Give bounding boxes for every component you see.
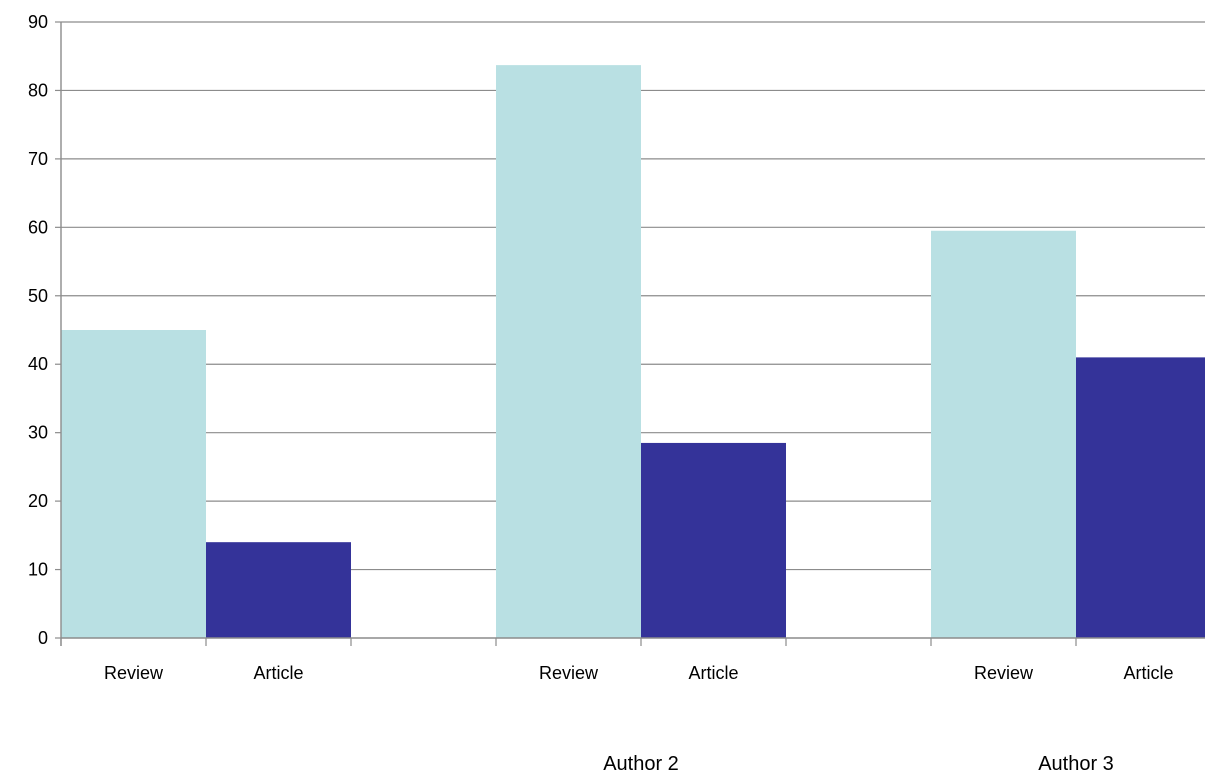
x-tick-label: Review xyxy=(539,663,599,683)
bar-article-2 xyxy=(641,442,786,638)
axes xyxy=(55,21,1205,646)
y-tick-label: 80 xyxy=(28,80,48,100)
bar-article-3 xyxy=(1076,357,1205,638)
y-tick-label: 40 xyxy=(28,354,48,374)
labels: 0 10 20 30 40 50 60 70 80 90 Review Article Review Ar… xyxy=(28,12,1174,775)
x-tick-label: Article xyxy=(1123,663,1173,683)
y-tick-label: 10 xyxy=(28,560,48,580)
bar-review-2 xyxy=(496,65,641,639)
group-label: Author 3 xyxy=(1038,753,1114,775)
bar-review-1 xyxy=(61,330,206,638)
y-tick-label: 60 xyxy=(28,217,48,237)
bars xyxy=(61,65,1205,639)
y-tick-label: 0 xyxy=(38,628,48,648)
x-tick-label: Article xyxy=(688,663,738,683)
y-tick-label: 90 xyxy=(28,12,48,32)
x-tick-label: Review xyxy=(974,663,1034,683)
y-tick-label: 20 xyxy=(28,491,48,511)
x-tick-label: Article xyxy=(253,663,303,683)
x-tick-label: Review xyxy=(104,663,164,683)
bar-article-1 xyxy=(206,542,351,638)
bar-review-3 xyxy=(931,230,1076,638)
y-tick-label: 50 xyxy=(28,286,48,306)
group-label: Author 2 xyxy=(603,753,679,775)
y-tick-label: 70 xyxy=(28,149,48,169)
y-tick-label: 30 xyxy=(28,423,48,443)
